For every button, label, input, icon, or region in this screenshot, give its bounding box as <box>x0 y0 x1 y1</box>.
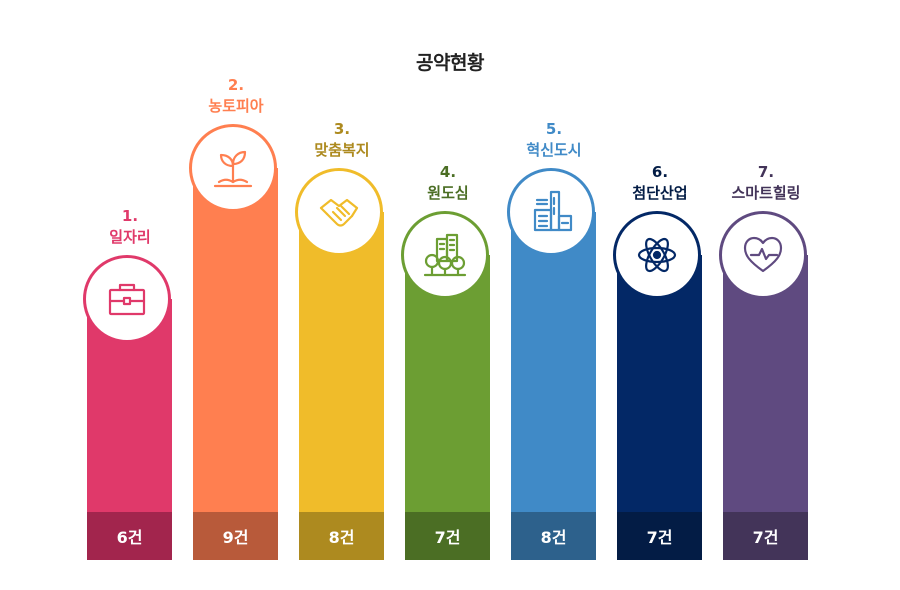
category-label: 7. 스마트힐링 <box>691 162 841 204</box>
icon-circle <box>83 254 171 343</box>
sprout-icon <box>213 150 253 188</box>
icon-circle <box>189 124 277 212</box>
category-number: 4. <box>439 163 457 182</box>
icon-circle <box>613 211 701 300</box>
buildings-icon <box>533 190 573 231</box>
category-number: 3. <box>333 119 351 138</box>
category-name: 원도심 <box>427 184 469 203</box>
chart-title: 공약현황 <box>416 52 484 74</box>
value-label: 7건 <box>405 512 490 560</box>
handshake-icon <box>319 198 359 227</box>
category-label: 6. 첨단산업 <box>585 162 735 204</box>
briefcase-icon <box>108 283 146 315</box>
value-label: 6건 <box>87 512 172 560</box>
bar-column: 7건 7. 스마트힐링 <box>719 0 811 590</box>
value-label: 7건 <box>723 512 808 560</box>
bar-column: 6건 1. 일자리 <box>83 0 175 590</box>
city-trees-icon <box>423 234 467 277</box>
atom-icon <box>637 238 677 273</box>
category-label: 4. 원도심 <box>373 162 523 204</box>
category-number: 5. <box>545 119 563 138</box>
category-label: 5. 혁신도시 <box>479 119 629 161</box>
bar <box>511 211 596 560</box>
category-name: 일자리 <box>109 227 151 246</box>
category-name: 맞춤복지 <box>314 140 370 159</box>
bar <box>617 255 702 560</box>
category-label: 1. 일자리 <box>55 206 205 248</box>
category-name: 혁신도시 <box>526 140 582 159</box>
bar <box>723 255 808 560</box>
category-number: 1. <box>121 206 139 225</box>
heart-pulse-icon <box>743 237 783 273</box>
value-label: 8건 <box>299 512 384 560</box>
category-name: 첨단산업 <box>632 184 688 203</box>
value-label: 8건 <box>511 512 596 560</box>
bar-column: 7건 6. 첨단산업 <box>613 0 705 590</box>
category-number: 6. <box>651 163 669 182</box>
icon-circle <box>719 211 807 300</box>
category-label: 2. 농토피아 <box>161 75 311 117</box>
bar <box>193 168 278 560</box>
category-name: 농토피아 <box>208 97 264 115</box>
value-label: 7건 <box>617 512 702 560</box>
icon-circle <box>401 211 489 300</box>
category-name: 스마트힐링 <box>731 184 801 203</box>
bar-column: 8건 5. 혁신도시 <box>507 0 599 590</box>
category-number: 7. <box>757 163 775 182</box>
value-label: 9건 <box>193 512 278 560</box>
category-number: 2. <box>227 76 245 94</box>
bar <box>405 255 490 560</box>
icon-circle <box>507 167 595 256</box>
icon-circle <box>295 167 383 256</box>
bar-column: 9건 2. 농토피아 <box>189 0 281 590</box>
bar-column: 7건 4. 원도심 <box>401 0 493 590</box>
bar-column: 8건 3. 맞춤복지 <box>295 0 387 590</box>
bar <box>299 211 384 560</box>
category-label: 3. 맞춤복지 <box>267 119 417 161</box>
